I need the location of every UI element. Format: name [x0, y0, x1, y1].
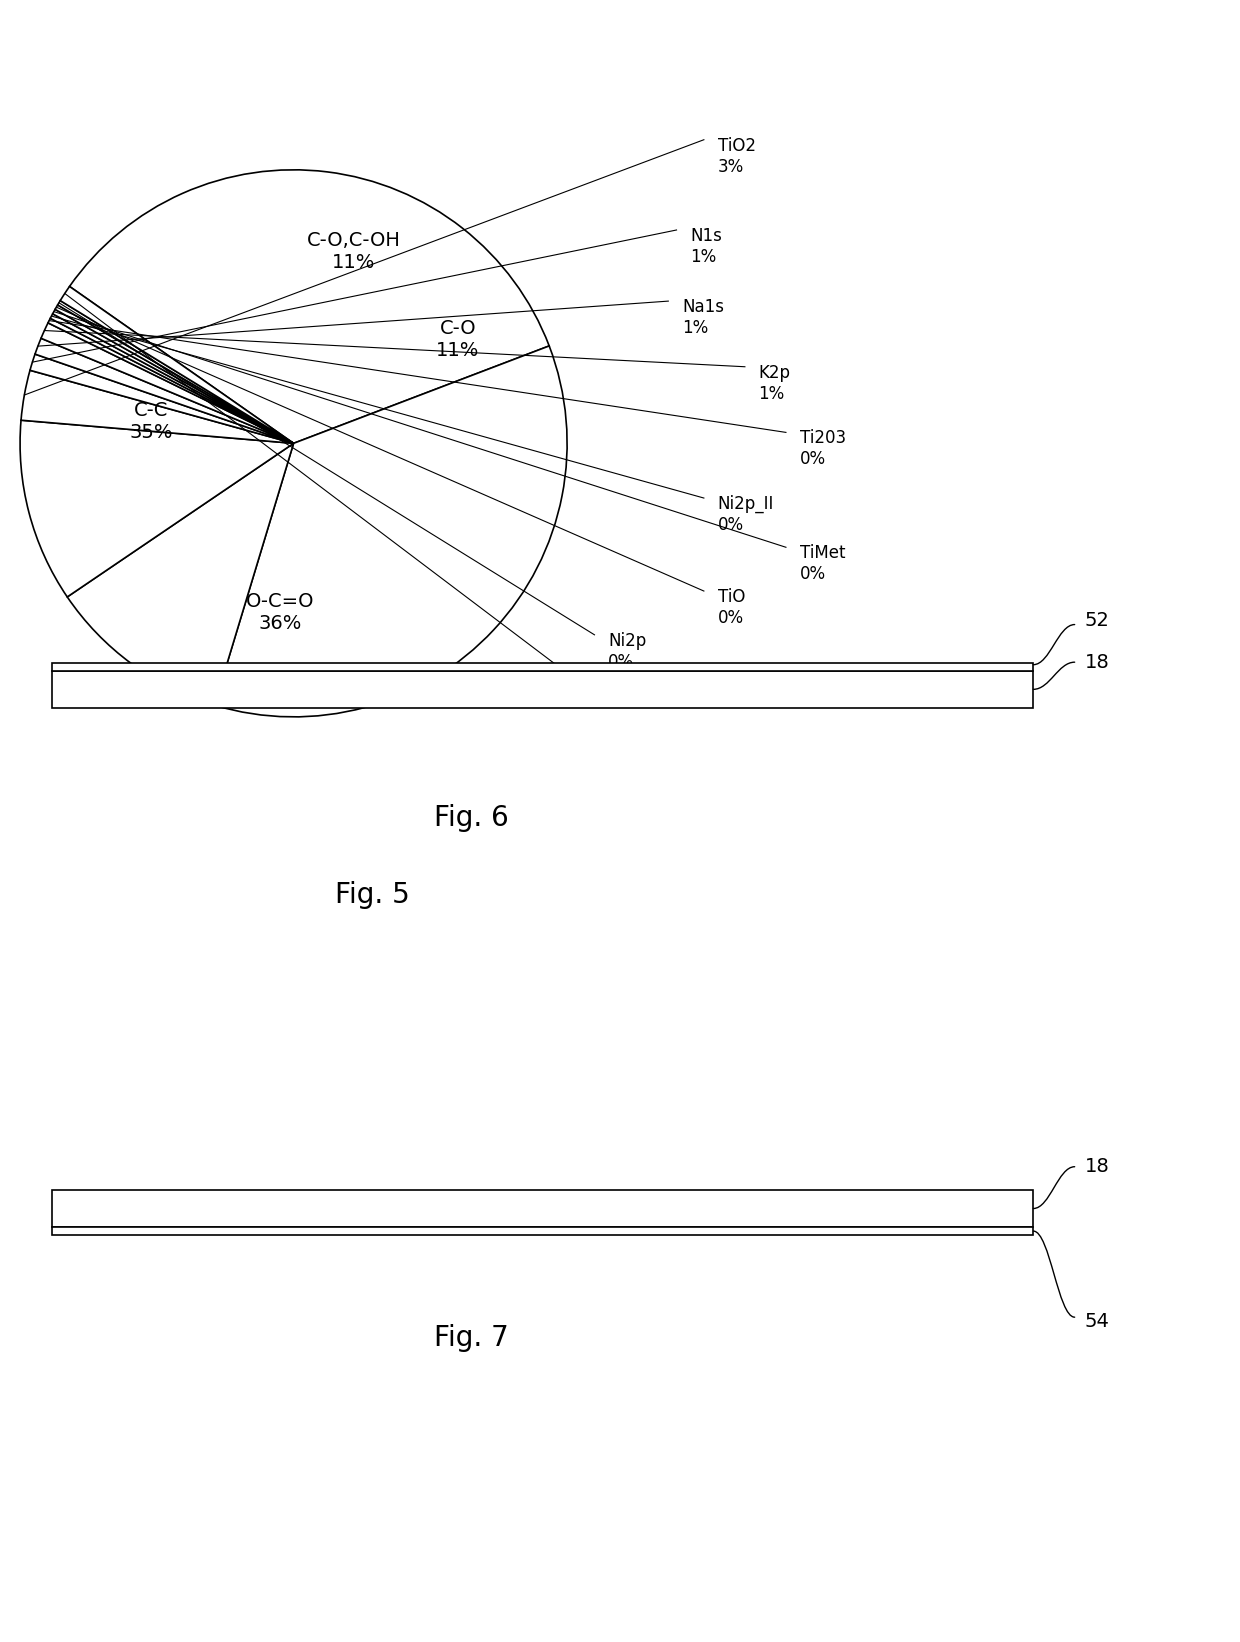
Bar [52, 1190, 1033, 1227]
Text: K2p
1%: K2p 1% [759, 365, 791, 402]
Text: C-O,C-OH
11%: C-O,C-OH 11% [306, 232, 401, 273]
FancyArrowPatch shape [1033, 624, 1075, 665]
Text: TiMet
0%: TiMet 0% [800, 544, 846, 583]
Wedge shape [35, 338, 294, 443]
Wedge shape [51, 314, 294, 443]
Text: C-C
35%: C-C 35% [130, 401, 174, 442]
Text: Ni2p
0%: Ni2p 0% [608, 632, 646, 670]
FancyArrowPatch shape [1033, 662, 1075, 690]
Text: Ni2p_II
0%: Ni2p_II 0% [718, 494, 774, 534]
Text: 54: 54 [1085, 1312, 1110, 1332]
Text: 52: 52 [1085, 611, 1110, 631]
Text: Fig. 5: Fig. 5 [335, 880, 409, 910]
Wedge shape [41, 323, 294, 443]
Wedge shape [52, 309, 294, 443]
FancyArrowPatch shape [1033, 1232, 1075, 1317]
Wedge shape [55, 305, 294, 443]
Text: Ti203
0%: Ti203 0% [800, 430, 846, 468]
Text: Fig. 7: Fig. 7 [434, 1323, 508, 1353]
Bar [52, 663, 1033, 670]
Text: C-O
11%: C-O 11% [436, 319, 480, 360]
Wedge shape [61, 286, 294, 443]
Text: O-C=O
36%: O-C=O 36% [246, 593, 314, 634]
Text: Other
1%: Other 1% [580, 670, 627, 709]
Wedge shape [215, 346, 567, 718]
Text: 18: 18 [1085, 652, 1110, 672]
Bar [52, 670, 1033, 708]
Wedge shape [21, 371, 294, 443]
Text: TiO
0%: TiO 0% [718, 588, 745, 627]
Wedge shape [30, 355, 294, 443]
Text: Fig. 6: Fig. 6 [434, 803, 508, 832]
Wedge shape [20, 420, 294, 598]
Wedge shape [57, 300, 294, 443]
Wedge shape [69, 169, 549, 443]
FancyArrowPatch shape [1033, 1167, 1075, 1209]
Wedge shape [48, 319, 294, 443]
Text: N1s
1%: N1s 1% [691, 227, 722, 266]
Bar [52, 1227, 1033, 1235]
Text: Na1s
1%: Na1s 1% [682, 299, 724, 337]
Wedge shape [67, 443, 294, 704]
Text: TiO2
3%: TiO2 3% [718, 136, 755, 176]
Text: 18: 18 [1085, 1158, 1110, 1176]
